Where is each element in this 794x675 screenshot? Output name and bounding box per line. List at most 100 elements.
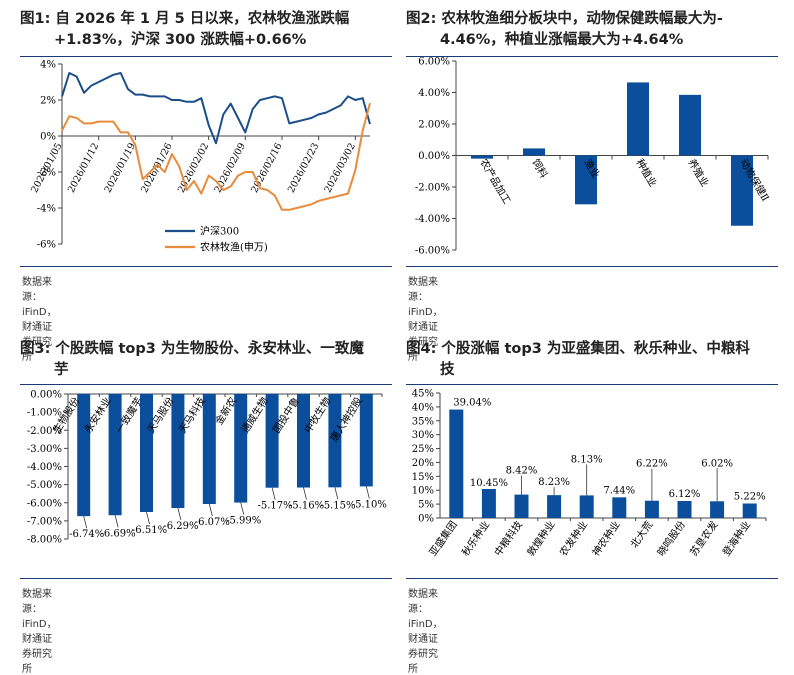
figure-3-top-rule [20, 384, 392, 385]
y-tick-label: 6.00% [418, 57, 450, 68]
data-label-leader [334, 487, 339, 500]
bar [612, 497, 627, 518]
bar [547, 495, 562, 518]
bar [265, 394, 279, 488]
figure-2-title-line1: 图2: 农林牧渔细分板块中，动物保健跌幅最大为- [406, 11, 723, 27]
figure-3-title: 图3: 个股跌幅 top3 为生物股份、永安林业、一致魔 芋 [20, 339, 395, 381]
bar [679, 94, 701, 156]
category-label: 神农种业 [589, 518, 623, 558]
data-label: -6.69% [101, 528, 136, 539]
data-label: -5.15% [320, 500, 355, 511]
y-tick-label: -6% [37, 240, 56, 251]
bar [627, 82, 649, 156]
bar [575, 155, 597, 205]
data-label: -6.07% [195, 517, 230, 528]
data-label-leader [365, 486, 370, 499]
data-label-leader [208, 503, 213, 517]
category-label: 种植业 [633, 157, 659, 189]
data-label: -5.10% [352, 499, 387, 510]
y-tick-label: 0% [40, 132, 56, 143]
legend-label-2: 农林牧渔(申万) [200, 241, 268, 254]
data-label: -5.17% [258, 501, 293, 512]
figure-2-top-rule [406, 56, 778, 57]
y-tick-label: -2% [37, 168, 56, 179]
x-tick-label: 2026/02/02 [176, 141, 211, 195]
bar [731, 155, 753, 226]
data-label: 8.13% [571, 454, 603, 465]
bar [77, 394, 91, 517]
bar [328, 394, 342, 488]
y-tick-label: -5.00% [27, 480, 62, 491]
y-tick-label: 45% [412, 389, 434, 400]
data-label: 8.42% [506, 466, 538, 477]
data-label: 5.22% [734, 492, 766, 503]
bar [523, 148, 545, 156]
data-label-leader [114, 515, 119, 528]
x-tick-label: 2026/02/16 [249, 141, 284, 195]
y-tick-label: 4% [40, 60, 56, 71]
y-tick-label: 0.00% [30, 390, 62, 401]
bar [514, 494, 529, 518]
x-tick-label: 2026/03/02 [323, 141, 358, 195]
category-label: 晓鸣股份 [654, 518, 688, 558]
figure-3-title-line2: 芋 [54, 362, 69, 378]
data-label: -5.99% [226, 516, 261, 527]
y-tick-label: 15% [412, 472, 434, 483]
y-tick-label: -3.00% [27, 444, 62, 455]
bar [359, 394, 373, 487]
category-label: 登海种业 [720, 518, 754, 558]
data-label-leader [240, 502, 245, 515]
figure-3-bar-chart: 0.00% -1.00% -2.00% -3.00% -4.00% -5.00% -6.00… [27, 390, 387, 546]
y-tick-label: -2.00% [415, 183, 450, 194]
figure-1-line-chart: 4%2%0%-2%-4%-6%2026/01/05 2026/01/12 2026/… [29, 60, 371, 254]
figure-4-bar-chart: 45%40%35%30%25%20%15%10%5%0%亚盛集团39.04%秋乐… [412, 389, 767, 558]
series-line-1 [61, 72, 371, 145]
figure-4-bottom-rule [406, 578, 778, 579]
figure-2-title-line2: 4.46%，种植业涨幅最大为+4.64% [440, 32, 684, 48]
bar [449, 409, 464, 518]
data-label-leader [83, 516, 88, 529]
data-label-leader [271, 487, 276, 500]
x-tick-label: 2026/01/12 [66, 141, 101, 195]
bar [742, 503, 757, 518]
bar [202, 394, 216, 505]
bar [234, 394, 248, 503]
figure-2-source: 数据来源：iFinD，财通证券研究所 [408, 277, 443, 363]
figure-1-title-line1: 图1: 自 2026 年 1 月 5 日以来，农林牧渔涨跌幅 [20, 11, 350, 27]
y-tick-label: -1.00% [27, 408, 62, 419]
x-tick-label: 2026/01/19 [103, 141, 138, 195]
y-tick-label: 5% [418, 500, 434, 511]
y-tick-label: -6.00% [415, 246, 450, 257]
category-label: 秋乐种业 [459, 518, 493, 558]
bar [140, 394, 153, 512]
figure-1-source: 数据来源：iFinD，财通证券研究所 [22, 277, 57, 363]
data-label: 7.44% [603, 485, 635, 496]
category-label: 北大荒 [628, 518, 656, 550]
data-label: 6.02% [701, 458, 733, 469]
y-tick-label: -4% [37, 204, 56, 215]
figure-4-title-line1: 图4: 个股涨幅 top3 为亚盛集团、秋乐种业、中粮科 [406, 341, 750, 357]
y-tick-label: 25% [412, 444, 434, 455]
y-tick-label: 4.00% [418, 88, 450, 99]
data-label: 39.04% [453, 398, 491, 409]
figure-4-top-rule [406, 384, 778, 385]
data-label: 6.22% [636, 459, 668, 470]
legend-label-1: 沪深300 [200, 225, 239, 238]
y-tick-label: 0% [418, 514, 434, 525]
figure-3-title-line1: 图3: 个股跌幅 top3 为生物股份、永安林业、一致魔 [20, 341, 364, 357]
category-label: 农发种业 [557, 518, 591, 558]
figure-1-title-line2: +1.83%，沪深 300 涨跌幅+0.66% [54, 32, 307, 48]
bar [297, 394, 310, 488]
data-label: -5.16% [289, 501, 324, 512]
bar [481, 488, 496, 518]
figure-1-bottom-rule [20, 266, 392, 267]
bar [677, 501, 692, 518]
category-label: 苏垦农发 [687, 518, 721, 558]
y-tick-label: 40% [412, 402, 434, 413]
category-label: 养殖业 [685, 157, 711, 189]
category-label: 中粮科技 [491, 518, 525, 558]
data-label: 8.23% [538, 477, 570, 488]
figure-2-bar-chart: 6.00% 4.00% 2.00% 0.00% -2.00% -4.00% -6.00% 农产… [415, 57, 772, 257]
y-tick-label: -8.00% [27, 535, 62, 546]
y-tick-label: 35% [412, 416, 434, 427]
